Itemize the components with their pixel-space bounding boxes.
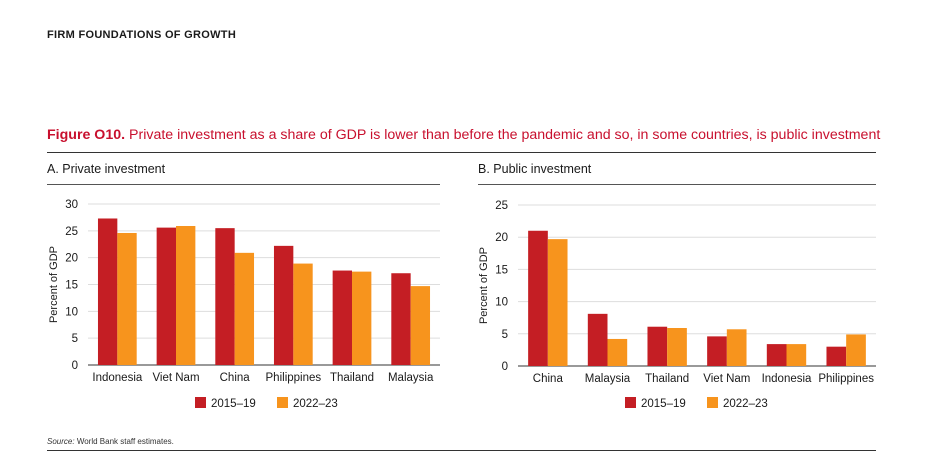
- bar-public-malaysia-2015-19: [587, 313, 608, 366]
- bar-public-viet-nam-2022-23: [726, 329, 747, 366]
- xtick-private-viet-nam: Viet Nam: [152, 372, 199, 384]
- legend-label-private-0: 2015–19: [211, 398, 256, 410]
- ylabel-private: Percent of GDP: [48, 246, 60, 323]
- title-rule: [47, 152, 876, 153]
- xtick-private-indonesia: Indonesia: [92, 372, 142, 384]
- ytick-public-0: 0: [502, 361, 508, 373]
- ytick-public-15: 15: [495, 264, 508, 276]
- bar-private-china-2015-19: [215, 228, 235, 365]
- panel-rule-public: [478, 184, 876, 185]
- bar-private-philippines-2022-23: [293, 263, 313, 365]
- bottom-rule: [47, 450, 876, 451]
- ytick-public-5: 5: [502, 329, 508, 341]
- ytick-private-15: 15: [65, 280, 78, 292]
- bar-private-viet-nam-2022-23: [176, 226, 196, 365]
- panel-title-private: A. Private investment: [47, 162, 166, 176]
- xtick-public-philippines: Philippines: [818, 373, 874, 385]
- ytick-public-20: 20: [495, 232, 508, 244]
- bar-private-thailand-2022-23: [352, 271, 372, 365]
- figure-title: Figure O10. Private investment as a shar…: [47, 127, 881, 143]
- xtick-private-malaysia: Malaysia: [388, 372, 434, 384]
- source-label: Source:: [47, 437, 75, 446]
- figure-label: Figure O10.: [47, 127, 126, 143]
- bar-private-thailand-2015-19: [332, 270, 352, 365]
- ylabel-public: Percent of GDP: [478, 247, 490, 324]
- legend-swatch-public-1: [707, 397, 718, 408]
- bar-public-indonesia-2022-23: [786, 344, 807, 366]
- bar-public-indonesia-2015-19: [766, 344, 787, 366]
- bar-public-china-2015-19: [528, 230, 548, 366]
- bar-private-malaysia-2022-23: [410, 286, 431, 365]
- legend-swatch-private-1: [277, 397, 288, 408]
- ytick-private-5: 5: [72, 333, 78, 345]
- ytick-private-0: 0: [72, 360, 78, 372]
- bar-private-indonesia-2015-19: [97, 218, 118, 365]
- legend-swatch-private-0: [195, 397, 206, 408]
- bar-public-thailand-2022-23: [667, 328, 687, 366]
- ytick-public-25: 25: [495, 200, 508, 212]
- xtick-private-china: China: [220, 372, 251, 384]
- legend-label-private-1: 2022–23: [293, 398, 338, 410]
- section-header: FIRM FOUNDATIONS OF GROWTH: [47, 29, 237, 41]
- xtick-private-philippines: Philippines: [266, 372, 322, 384]
- bar-private-indonesia-2022-23: [117, 232, 137, 365]
- xtick-private-thailand: Thailand: [330, 372, 374, 384]
- source-note: Source: World Bank staff estimates.: [47, 437, 174, 446]
- xtick-public-indonesia: Indonesia: [762, 373, 812, 385]
- ytick-public-10: 10: [495, 297, 508, 309]
- legend-swatch-public-0: [625, 397, 636, 408]
- ytick-private-30: 30: [65, 199, 78, 211]
- bar-public-thailand-2015-19: [647, 326, 668, 366]
- xtick-public-viet-nam: Viet Nam: [703, 373, 750, 385]
- legend-label-public-1: 2022–23: [723, 398, 768, 410]
- bar-private-malaysia-2015-19: [391, 273, 411, 365]
- ytick-private-25: 25: [65, 226, 78, 238]
- xtick-public-china: China: [533, 373, 564, 385]
- bar-public-philippines-2015-19: [826, 346, 847, 366]
- xtick-public-malaysia: Malaysia: [585, 373, 631, 385]
- panel-title-public: B. Public investment: [478, 162, 592, 176]
- bar-public-china-2022-23: [547, 239, 568, 366]
- figure-title-text: Private investment as a share of GDP is …: [129, 127, 881, 143]
- bar-public-philippines-2022-23: [846, 334, 866, 366]
- bar-public-viet-nam-2015-19: [707, 336, 727, 366]
- source-text: World Bank staff estimates.: [76, 437, 174, 446]
- bar-private-viet-nam-2015-19: [156, 227, 176, 365]
- bar-private-china-2022-23: [234, 252, 255, 365]
- ytick-private-10: 10: [65, 306, 78, 318]
- panel-rule-private: [47, 184, 440, 185]
- xtick-public-thailand: Thailand: [645, 373, 689, 385]
- legend-label-public-0: 2015–19: [641, 398, 686, 410]
- bar-private-philippines-2015-19: [273, 245, 294, 365]
- bar-public-malaysia-2022-23: [607, 338, 628, 366]
- ytick-private-20: 20: [65, 253, 78, 265]
